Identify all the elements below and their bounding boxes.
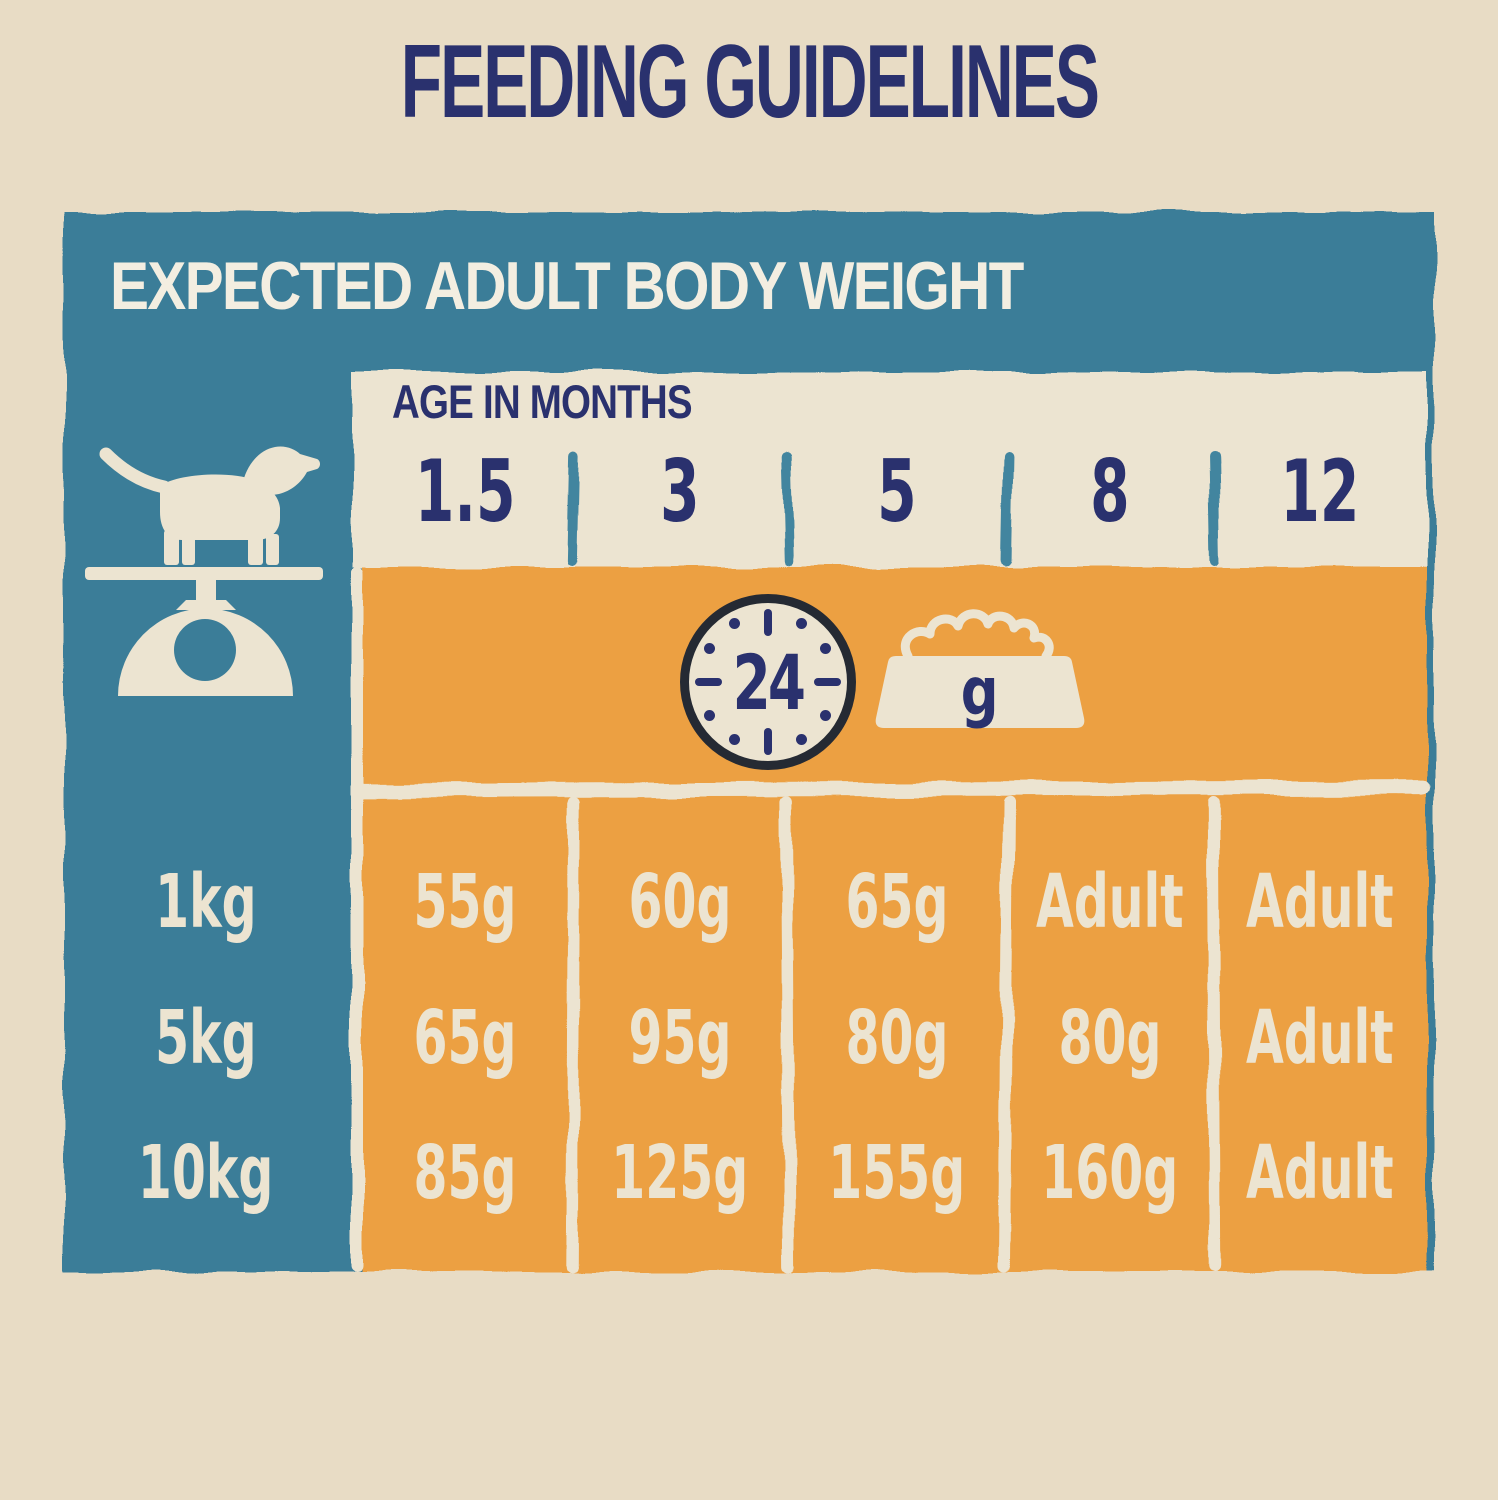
clock-dot <box>820 710 831 721</box>
rows-axis-title: EXPECTED ADULT BODY WEIGHT <box>110 248 1024 324</box>
feeding-amount-cell: Adult <box>1246 995 1394 1081</box>
clock-hours-value: 24 <box>732 637 806 727</box>
feeding-amount-cell: 80g <box>845 995 949 1081</box>
clock-24h-icon: 24 <box>680 594 856 770</box>
columns-axis-title: AGE IN MONTHS <box>392 375 693 428</box>
clock-dot <box>796 734 807 745</box>
feeding-amount-cell: Adult <box>1036 859 1184 945</box>
clock-dot <box>704 643 715 654</box>
food-bowl-graphic <box>875 609 1085 728</box>
feeding-amount-cell: 155g <box>828 1130 966 1216</box>
column-divider <box>351 567 363 1272</box>
feeding-amount-cell: 95g <box>628 995 732 1081</box>
age-column-header: 5 <box>877 442 917 542</box>
clock-tick <box>764 728 772 755</box>
age-column-header: 3 <box>660 442 700 542</box>
feeding-amount-cell: 55g <box>413 859 517 945</box>
feeding-amount-cell: 60g <box>628 859 732 945</box>
dog-on-scale-icon <box>85 446 323 696</box>
clock-tick <box>764 609 772 636</box>
feeding-amount-cell: Adult <box>1246 859 1394 945</box>
age-header-band <box>352 372 1427 568</box>
clock-dot <box>729 618 740 629</box>
clock-dot <box>704 710 715 721</box>
clock-dot <box>820 643 831 654</box>
clock-dot <box>796 618 807 629</box>
age-column-header: 8 <box>1090 442 1130 542</box>
row-label-weight: 10kg <box>137 1130 274 1216</box>
feeding-amount-cell: 65g <box>413 995 517 1081</box>
feeding-amount-cell: 80g <box>1058 995 1162 1081</box>
clock-tick <box>695 678 722 686</box>
feeding-amount-cell: 125g <box>611 1130 749 1216</box>
portion-unit-label: g <box>961 652 999 730</box>
clock-dot <box>729 734 740 745</box>
clock-tick <box>814 678 841 686</box>
feeding-amount-cell: 85g <box>413 1130 517 1216</box>
feeding-amount-cell: Adult <box>1246 1130 1394 1216</box>
feeding-amount-cell: 65g <box>845 859 949 945</box>
age-column-header: 1.5 <box>414 442 516 542</box>
row-label-weight: 1kg <box>154 859 257 945</box>
page-title: FEEDING GUIDELINES <box>400 24 1099 140</box>
food-bowl-icon: g <box>872 604 1088 734</box>
row-label-weight: 5kg <box>154 995 257 1081</box>
feeding-amount-cell: 160g <box>1041 1130 1179 1216</box>
age-column-header: 12 <box>1280 442 1360 542</box>
